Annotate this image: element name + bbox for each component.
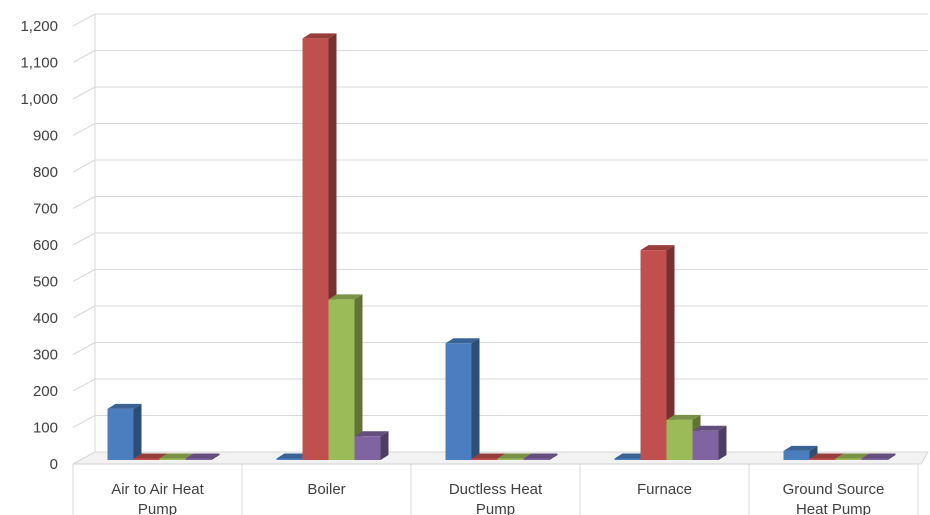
gridline [72,50,928,63]
gridlines [72,13,928,465]
bar [328,294,363,460]
x-tick-label: Furnace [637,481,692,498]
bar [523,453,558,460]
axes [72,14,929,515]
bar [861,453,896,460]
gridline [72,305,928,319]
gridline [72,342,928,355]
gridline [72,269,928,282]
y-tick-label: 100 [33,420,58,437]
bar [354,431,389,460]
gridline [72,159,928,173]
x-tick-label: Ductless Heat Pump [449,481,543,515]
y-tick-label: 400 [33,310,58,327]
gridline [72,232,928,246]
x-tick-label: Air to Air Heat Pump [111,481,204,515]
gridline [72,86,928,100]
gridline [72,415,928,428]
bar [783,445,818,460]
y-tick-label: 200 [33,383,58,400]
y-tick-label: 300 [33,347,58,364]
y-axis-tick-labels: 0 100 200 300 400 500 600 700 800 900 1,000 1,100 1,… [20,18,58,473]
y-tick-label: 500 [33,274,58,291]
y-tick-label: 600 [33,237,58,254]
x-tick-label: Ground Source Heat Pump [783,481,885,515]
bar [445,338,480,460]
bar [692,425,727,460]
bar [640,245,675,460]
gridline [72,378,928,392]
gridline [72,123,928,136]
x-tick-label: Boiler [307,481,345,498]
x-axis-tick-labels: Air to Air Heat Pump Boiler Ductless Heat Pu… [111,481,884,515]
y-tick-label: 700 [33,201,58,218]
gridline [72,196,928,209]
y-tick-label: 1,000 [20,91,58,108]
bar [107,403,142,460]
y-tick-label: 1,100 [20,55,58,72]
y-tick-label: 0 [50,456,58,473]
bars [107,33,896,461]
y-tick-label: 1,200 [20,18,58,35]
y-tick-label: 900 [33,128,58,145]
gridline [72,13,928,27]
y-tick-label: 800 [33,164,58,181]
bar [185,453,220,460]
